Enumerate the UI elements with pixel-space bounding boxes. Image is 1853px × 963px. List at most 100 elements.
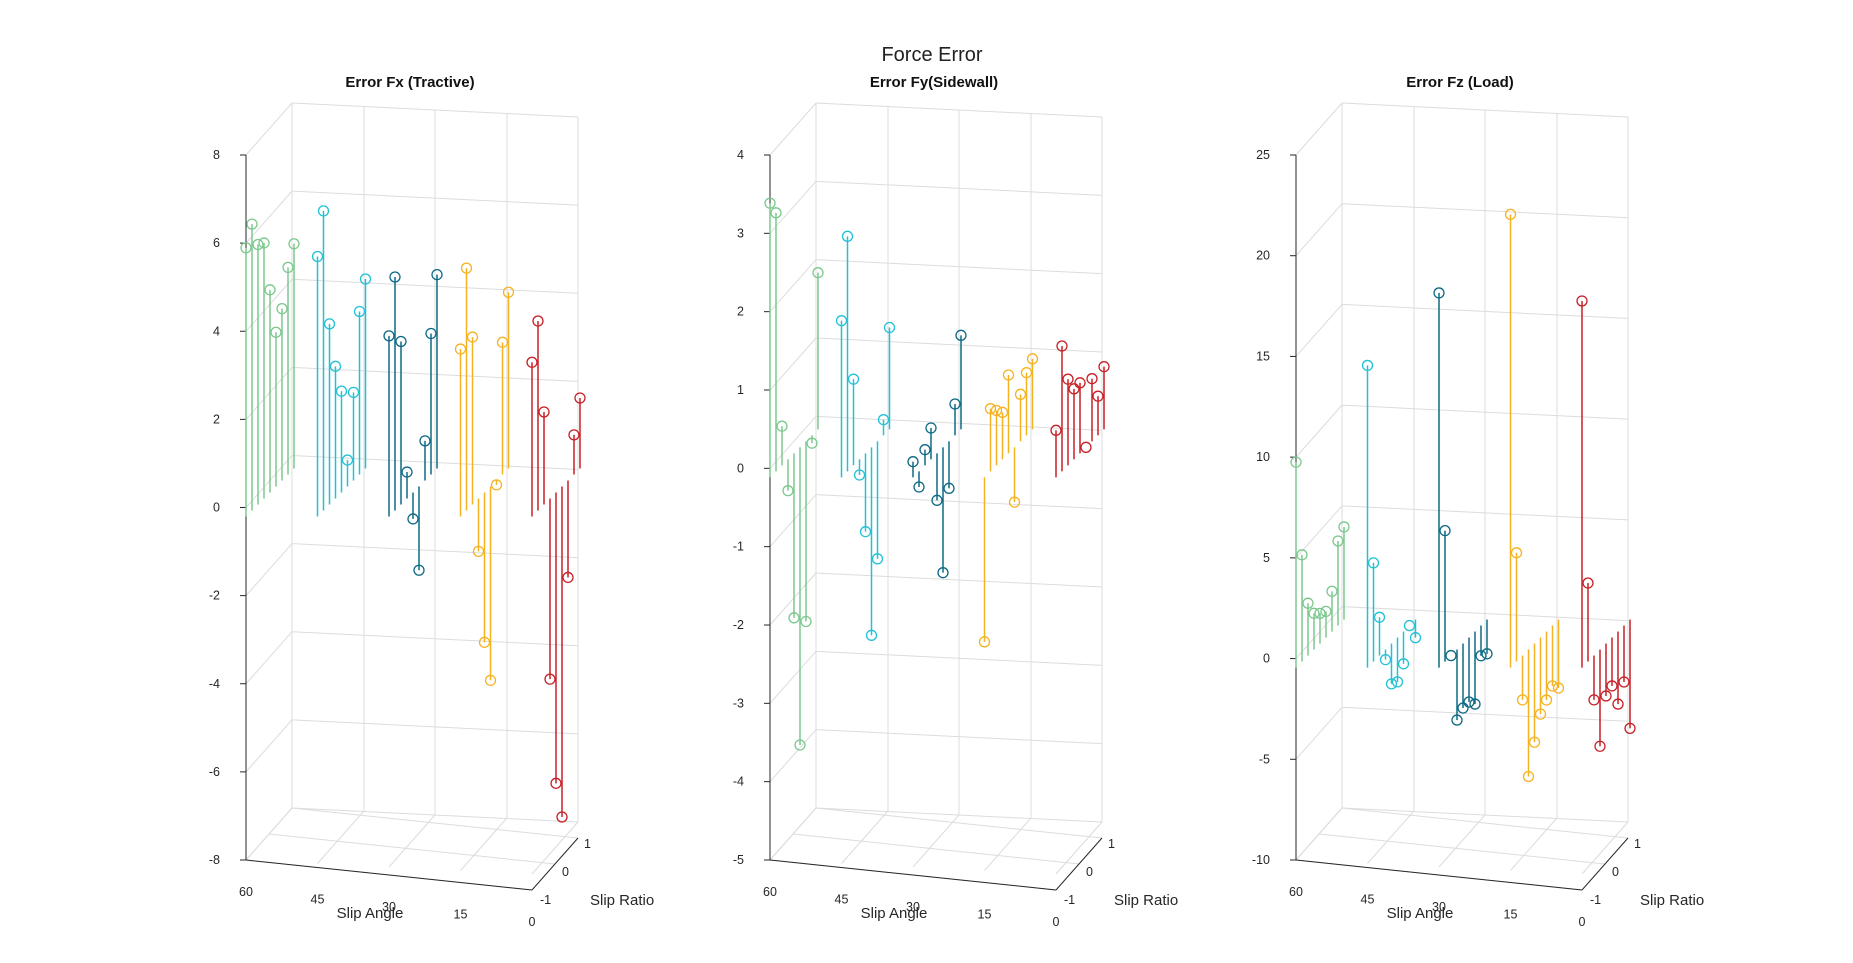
z-tick-label: -4 xyxy=(209,677,220,691)
stem-marker xyxy=(329,360,342,372)
panel-title: Error Fz (Load) xyxy=(1406,74,1514,91)
z-tick-label: 2 xyxy=(737,305,744,319)
stem-marker xyxy=(544,673,556,685)
stem-marker xyxy=(460,262,473,274)
stem-marker xyxy=(955,329,967,341)
stem-marker xyxy=(1308,607,1320,619)
stem-marker xyxy=(454,343,467,355)
stem-marker xyxy=(258,237,270,249)
stem-marker xyxy=(1320,605,1332,618)
stem-marker xyxy=(1397,658,1410,670)
z-tick-label: -1 xyxy=(733,540,744,554)
stem-marker xyxy=(937,567,949,579)
stem-marker xyxy=(317,205,330,217)
stem-marker xyxy=(1528,736,1541,748)
stem-series xyxy=(1290,208,1636,783)
stem-marker xyxy=(978,636,991,648)
stem-marker xyxy=(1516,694,1529,706)
x-tick-label: 30 xyxy=(382,900,396,914)
stem-marker xyxy=(413,564,425,576)
x-tick-label: 30 xyxy=(906,900,920,914)
stem-marker xyxy=(407,513,419,525)
stem-marker xyxy=(1475,650,1487,662)
y-tick-labels: -1 0 1 xyxy=(540,837,591,907)
x-tick-label: 15 xyxy=(978,908,992,922)
grid-lines xyxy=(769,102,1103,891)
x-tick-label: 60 xyxy=(1289,885,1303,899)
stem-marker xyxy=(478,636,491,648)
stem-marker xyxy=(1445,649,1457,662)
z-tick-label: -8 xyxy=(209,853,220,867)
stem-marker xyxy=(526,356,538,368)
y-tick-label: -1 xyxy=(1064,893,1075,907)
stem-marker xyxy=(1373,611,1386,623)
stem-marker xyxy=(556,811,568,823)
stem-marker xyxy=(419,435,431,447)
stem-marker xyxy=(1367,557,1380,569)
x-tick-labels: 60 45 30 15 0 xyxy=(239,885,535,929)
stem-marker xyxy=(347,386,360,399)
y-tick-labels: -1 0 1 xyxy=(1064,837,1115,907)
z-tick-label: -10 xyxy=(1252,853,1270,867)
stem-marker xyxy=(1481,648,1493,660)
figure-title: Force Error xyxy=(881,44,982,66)
z-tick-label: -6 xyxy=(209,765,220,779)
z-tick-label: 2 xyxy=(213,412,220,426)
stem-marker xyxy=(401,466,413,478)
stem-marker xyxy=(1302,597,1314,609)
x-tick-label: 0 xyxy=(1579,915,1586,929)
panel-title: Error Fx (Tractive) xyxy=(345,74,474,91)
stem-marker xyxy=(1409,632,1422,644)
stem-marker xyxy=(800,615,812,628)
stem-marker xyxy=(1296,549,1308,561)
z-tick-labels: 8 6 4 2 0 -2 -4 -6 -8 xyxy=(209,148,246,867)
stem-marker xyxy=(1014,388,1027,400)
stem-marker xyxy=(1469,698,1481,710)
stem-marker xyxy=(1594,740,1606,752)
stem-marker xyxy=(1588,694,1600,706)
stem-marker xyxy=(1050,424,1062,436)
stem-marker xyxy=(1433,287,1445,299)
y-tick-label: 0 xyxy=(1086,865,1093,879)
stem-marker xyxy=(984,403,997,415)
stem-marker xyxy=(568,429,580,441)
stem-marker xyxy=(1074,377,1086,389)
z-tick-label: -3 xyxy=(733,696,744,710)
stem-marker xyxy=(788,612,800,624)
z-tick-label: 10 xyxy=(1256,450,1270,464)
stem-marker xyxy=(1391,676,1404,688)
stem-marker xyxy=(1463,696,1475,708)
stem-marker xyxy=(1020,367,1033,379)
stem-marker xyxy=(1002,369,1015,381)
z-tick-label: -4 xyxy=(733,775,744,789)
x-tick-label: 30 xyxy=(1432,900,1446,914)
y-tick-label: 0 xyxy=(562,865,569,879)
y-tick-label: 1 xyxy=(1634,837,1641,851)
stem-marker xyxy=(353,305,366,318)
stem-marker xyxy=(1624,722,1636,734)
x-tick-label: 15 xyxy=(454,908,468,922)
axes xyxy=(245,155,579,891)
z-tick-label: -2 xyxy=(209,589,220,603)
stem-marker xyxy=(466,331,479,343)
stem-marker xyxy=(925,422,937,434)
z-tick-label: -5 xyxy=(1259,752,1270,766)
stem-marker xyxy=(764,197,776,209)
stem-marker xyxy=(1540,694,1553,706)
stem-marker xyxy=(276,303,288,315)
z-tick-label: 25 xyxy=(1256,148,1270,162)
z-tick-label: 8 xyxy=(213,148,220,162)
stem-marker xyxy=(853,469,866,481)
stem-marker xyxy=(877,414,890,426)
stem-marker xyxy=(1546,680,1559,692)
stem-marker xyxy=(1338,521,1350,533)
stem-marker xyxy=(341,454,354,466)
stem-marker xyxy=(1451,714,1463,726)
stem-marker xyxy=(472,545,485,558)
stem-marker xyxy=(865,629,878,641)
z-tick-label: 1 xyxy=(737,383,744,397)
x-tick-label: 15 xyxy=(1504,908,1518,922)
x-tick-label: 0 xyxy=(529,915,536,929)
stem-marker xyxy=(996,406,1009,418)
stem-marker xyxy=(871,553,884,565)
